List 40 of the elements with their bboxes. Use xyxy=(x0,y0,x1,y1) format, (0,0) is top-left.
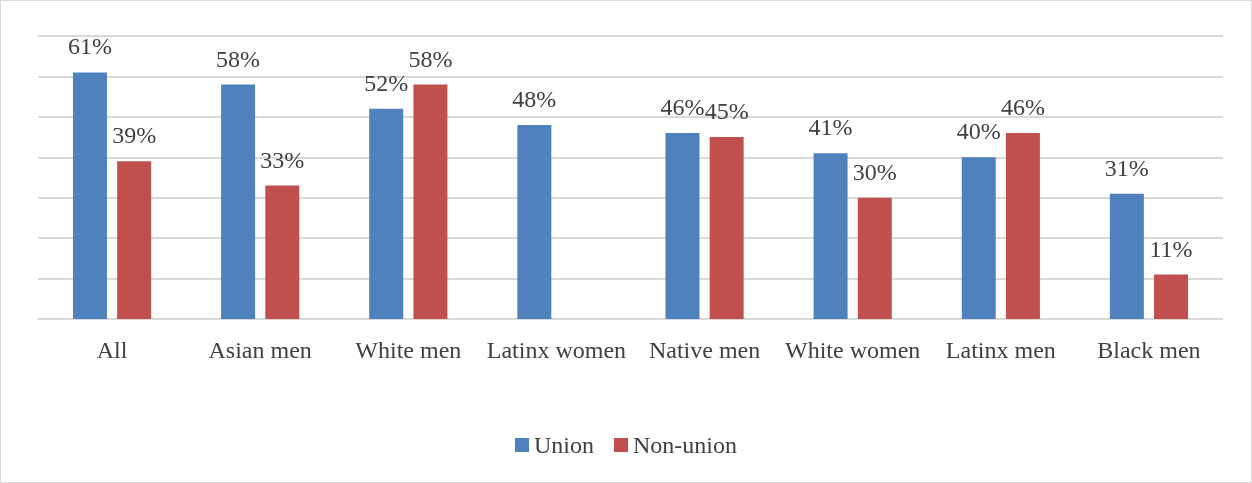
bar xyxy=(857,197,892,319)
data-label: 31% xyxy=(1104,154,1149,181)
data-label: 46% xyxy=(660,94,705,121)
legend-label: Union xyxy=(534,432,594,458)
bar xyxy=(709,137,744,319)
x-tick-label: White women xyxy=(785,337,921,363)
data-label: 30% xyxy=(852,158,897,185)
data-label: 41% xyxy=(808,114,853,141)
data-label: 40% xyxy=(956,118,1001,145)
data-label: 58% xyxy=(408,45,453,72)
x-tick-label: Latinx men xyxy=(945,337,1056,363)
bar xyxy=(517,124,552,319)
bar xyxy=(369,108,404,319)
bar xyxy=(413,84,448,319)
bar xyxy=(813,153,848,319)
bar xyxy=(961,157,996,319)
bar xyxy=(265,185,300,319)
data-label: 11% xyxy=(1149,235,1193,262)
legend-label: Non-union xyxy=(633,432,737,458)
x-tick-label: All xyxy=(96,337,128,363)
bar xyxy=(221,84,256,319)
bar xyxy=(72,72,107,319)
data-label: 39% xyxy=(112,122,157,149)
x-tick-label: Latinx women xyxy=(486,337,627,363)
x-tick-label: Native men xyxy=(648,337,761,363)
data-label: 58% xyxy=(216,45,261,72)
data-label: 46% xyxy=(1000,94,1045,121)
bar xyxy=(1154,274,1189,319)
data-label: 45% xyxy=(704,98,749,125)
data-label: 48% xyxy=(512,85,557,112)
bar xyxy=(665,133,700,319)
data-label: 52% xyxy=(364,69,409,96)
data-label: 33% xyxy=(260,146,305,173)
x-tick-label: Asian men xyxy=(208,337,312,363)
bar xyxy=(117,161,152,319)
x-tick-label: White men xyxy=(355,337,462,363)
bar xyxy=(1005,133,1040,319)
x-tick-label: Black men xyxy=(1097,337,1201,363)
data-label: 61% xyxy=(67,33,112,60)
bar xyxy=(1109,193,1144,319)
